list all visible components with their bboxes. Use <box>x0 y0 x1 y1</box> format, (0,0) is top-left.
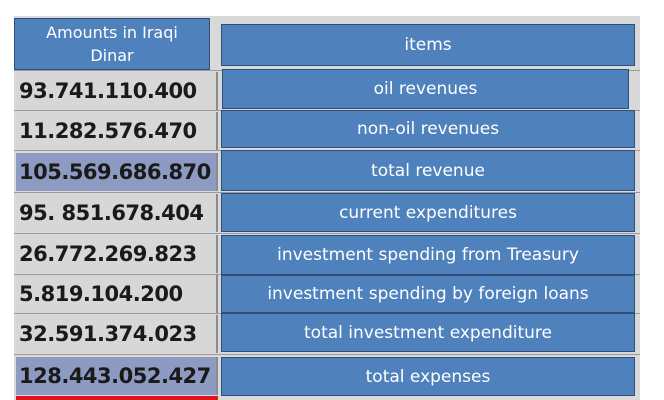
item-box-total-expenses: total expenses <box>221 357 635 396</box>
item-label: total revenue <box>371 160 485 181</box>
value-cell-total-investment[interactable]: 32.591.374.023 <box>16 315 218 353</box>
item-box-oil-revenues: oil revenues <box>222 69 629 109</box>
item-label: total investment expenditure <box>304 322 552 343</box>
grid-line <box>14 354 640 355</box>
grid-line <box>14 192 640 193</box>
item-label: total expenses <box>365 366 491 387</box>
item-box-total-investment: total investment expenditure <box>221 313 635 352</box>
items-header-label: items <box>404 35 452 55</box>
item-box-investment-treasury: investment spending from Treasury <box>221 235 635 275</box>
item-box-non-oil-revenues: non-oil revenues <box>221 110 635 148</box>
item-box-current-expenditures: current expenditures <box>221 193 635 232</box>
item-box-total-revenue: total revenue <box>221 150 635 191</box>
item-label: investment spending by foreign loans <box>267 284 589 304</box>
item-box-investment-foreign-loans: investment spending by foreign loans <box>221 275 635 313</box>
value-cell-total-expenses[interactable]: 128.443.052.427 <box>16 357 218 395</box>
amounts-header-label: Amounts in Iraqi Dinar <box>46 23 178 65</box>
item-label: current expenditures <box>339 202 517 223</box>
items-header-box: items <box>221 24 635 66</box>
value-cell-oil-revenues[interactable]: 93.741.110.400 <box>16 72 218 110</box>
value-cell-investment-treasury[interactable]: 26.772.269.823 <box>16 235 218 273</box>
value-cell-investment-foreign-loans[interactable]: 5.819.104.200 <box>16 275 218 313</box>
value-cell-non-oil-revenues[interactable]: 11.282.576.470 <box>16 112 218 150</box>
amounts-header-box: Amounts in Iraqi Dinar <box>14 18 210 70</box>
grid-line <box>14 233 640 234</box>
item-label: oil revenues <box>373 79 478 99</box>
value-cell-current-expenditures[interactable]: 95. 851.678.404 <box>16 194 218 232</box>
item-label: investment spending from Treasury <box>277 245 579 265</box>
value-cell-total-revenue[interactable]: 105.569.686.870 <box>16 153 218 191</box>
item-label: non-oil revenues <box>356 119 500 139</box>
bottom-accent-bar <box>16 396 218 400</box>
